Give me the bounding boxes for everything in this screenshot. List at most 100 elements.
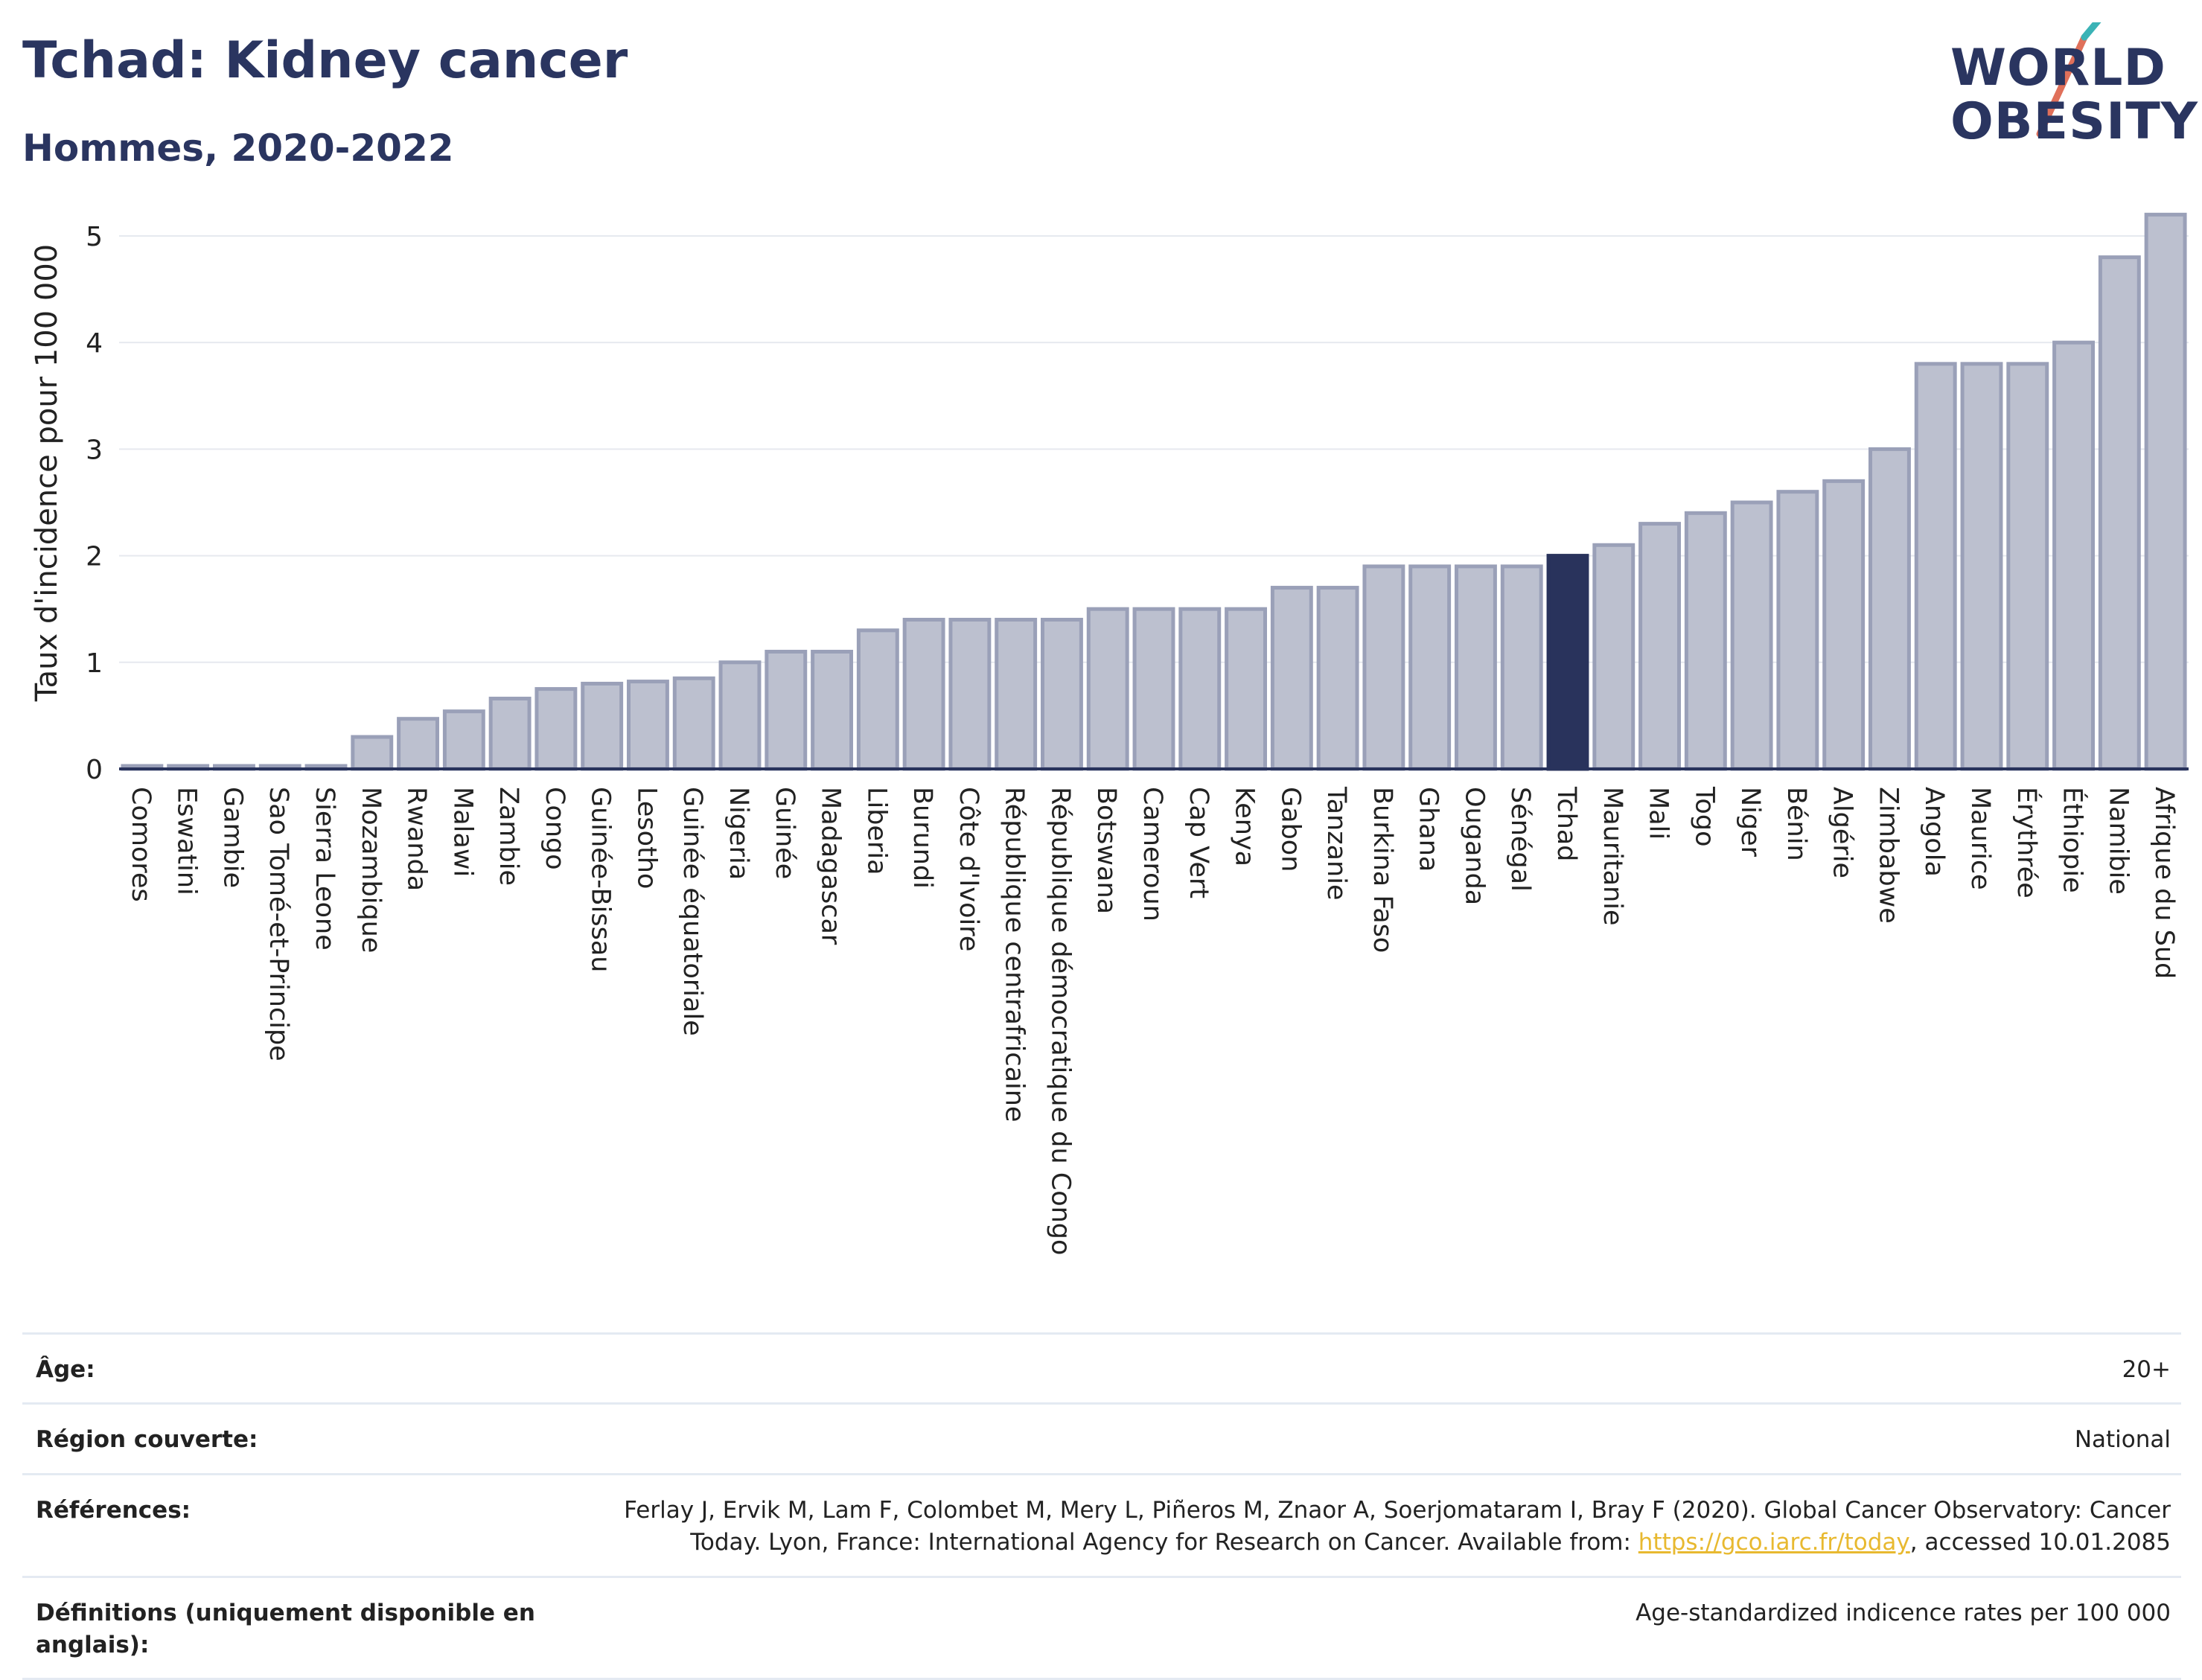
logo-line-2: OBESITY [1950,92,2198,151]
bar-guin-e-bissau [581,681,624,771]
y-tick-label: 4 [86,328,103,359]
x-tick-label: République centrafricaine [1000,787,1030,1122]
x-tick-label: Lesotho [631,787,661,889]
x-tick-label: Ghana [1414,787,1443,872]
bar-togo [1684,511,1727,771]
x-tick-label: Sénégal [1505,787,1535,892]
bar-nigeria [718,660,762,771]
bar-cameroun [1132,607,1175,771]
x-tick-label: Éthiopie [2058,787,2089,893]
bar-congo [534,687,578,771]
bar-zambie [488,696,532,771]
y-tick-label: 5 [86,222,103,252]
bar-gabon [1270,586,1313,771]
bar-guin-e-quatoriale [672,676,715,771]
bar-ouganda [1454,564,1497,771]
bar-burundi [902,618,945,771]
x-tick-label: Tchad [1551,786,1581,862]
meta-row-references: Références: Ferlay J, Ervik M, Lam F, Co… [22,1472,2181,1576]
x-tick-label: Mozambique [356,787,386,953]
x-tick-label: Afrique du Sud [2149,787,2179,979]
logo-slash-icon [2036,22,2102,138]
x-tick-label: Sao Tomé-et-Principe [264,787,293,1061]
x-tick-label: République démocratique du Congo [1045,787,1075,1255]
bar-botswana [1086,607,1129,771]
bar-ghana [1408,564,1452,771]
x-tick-label: Gabon [1275,787,1305,872]
bar-chart: 0 1 2 3 4 5 Taux d'incidence pour 100 000 Comor… [30,212,2189,1255]
x-tick-label: Maurice [1965,787,1995,890]
x-tick-label: Burkina Faso [1368,787,1397,953]
x-tick-label: Tanzanie [1321,786,1351,900]
bar-mozambique [351,735,394,771]
meta-row-age: Âge: 20+ [22,1332,2181,1402]
x-tick-label: Ouganda [1459,787,1489,905]
x-tick-label: Burundi [907,787,937,889]
bar-burkina-faso [1362,564,1405,771]
x-tick-label: Angola [1919,787,1949,877]
x-tick-label: Rwanda [402,787,432,891]
meta-row-region: Région couverte: National [22,1402,2181,1472]
x-tick-label: Botswana [1091,787,1121,914]
age-label: Âge: [36,1356,95,1383]
region-value: National [2074,1426,2171,1454]
x-tick-label: Madagascar [816,787,846,945]
definitions-value: Age-standardized indicence rates per 100… [1635,1599,2171,1626]
region-label: Région couverte: [36,1426,258,1454]
bar-liberia [856,628,899,771]
bar--rythr-e [2006,362,2049,771]
bar-malawi [442,709,485,771]
x-tick-label: Guinée équatoriale [677,787,707,1036]
definitions-label: Définitions (uniquement disponible en an… [36,1599,535,1658]
bar-cap-vert [1178,607,1222,771]
bar-namibie [2098,255,2141,771]
bar-afrique-du-sud [2144,212,2187,771]
x-tick-label: Cap Vert [1184,787,1213,898]
bar-r-publique-centrafricaine [995,618,1038,771]
age-value: 20+ [2122,1356,2171,1383]
x-tick-label: Bénin [1781,787,1811,861]
references-value: Ferlay J, Ervik M, Lam F, Colombet M, Me… [570,1495,2171,1559]
bar-tanzanie [1316,586,1359,771]
bar-madagascar [811,649,854,771]
x-tick-label: Eswatini [172,787,202,895]
x-tick-label: Sierra Leone [310,787,339,951]
x-tick-label: Côte d'Ivoire [954,787,983,951]
references-text: Ferlay J, Ervik M, Lam F, Colombet M, Me… [624,1496,2171,1556]
y-tick-label: 2 [86,542,103,572]
x-tick-label: Cameroun [1137,787,1167,922]
metadata-table: Âge: 20+ Région couverte: National Référ… [22,1332,2181,1680]
x-tick-label: Congo [540,787,569,870]
x-tick-label: Liberia [861,787,891,875]
y-tick-label: 1 [86,648,103,679]
references-link[interactable]: https://gco.iarc.fr/today [1638,1529,1910,1556]
x-tick-label: Niger [1735,787,1765,857]
bar-mauritanie [1592,543,1635,771]
logo-line-1: WORLD [1950,39,2166,98]
y-tick-label: 0 [86,755,103,785]
bar-rwanda [397,717,440,771]
page-title: Tchad: Kidney cancer [22,31,628,90]
y-axis-title: Taux d'incidence pour 100 000 [30,244,64,702]
x-tick-label: Guinée-Bissau [586,787,616,973]
x-tick-label: Gambie [217,787,247,888]
x-tick-label: Zambie [494,787,523,886]
meta-row-definitions: Définitions (uniquement disponible en an… [22,1575,2181,1680]
x-tick-label: Zimbabwe [1873,787,1903,924]
x-tick-label: Malawi [447,787,477,877]
bar-niger [1730,500,1773,771]
world-obesity-logo[interactable]: WORLD OBESITY [1935,22,2198,164]
bar-lesotho [626,680,669,771]
bar-alg-rie [1822,479,1866,771]
bar-mali [1638,522,1682,771]
page-subtitle: Hommes, 2020-2022 [22,127,454,170]
x-tick-label: Érythrée [2011,787,2043,898]
x-tick-label: Algérie [1828,787,1857,878]
bar-zimbabwe [1868,447,1911,771]
x-tick-label: Mali [1644,787,1673,840]
x-tick-label: Kenya [1230,787,1260,866]
x-tick-label: Mauritanie [1598,787,1627,926]
y-tick-label: 3 [86,435,103,465]
x-tick-label: Comores [126,787,156,902]
bar-maurice [1960,362,2003,771]
